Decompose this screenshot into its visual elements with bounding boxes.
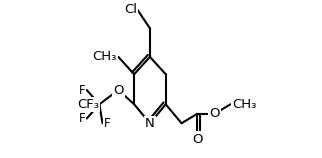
- Text: N: N: [145, 117, 155, 130]
- Text: F: F: [104, 117, 111, 130]
- Text: O: O: [210, 107, 220, 120]
- Text: O: O: [113, 84, 124, 97]
- Text: Cl: Cl: [124, 3, 137, 16]
- Text: F: F: [79, 112, 85, 125]
- Text: CH₃: CH₃: [232, 98, 257, 111]
- Text: F: F: [79, 84, 85, 97]
- Text: CF₃: CF₃: [77, 98, 99, 111]
- Text: O: O: [192, 133, 203, 146]
- Text: CH₃: CH₃: [92, 50, 117, 63]
